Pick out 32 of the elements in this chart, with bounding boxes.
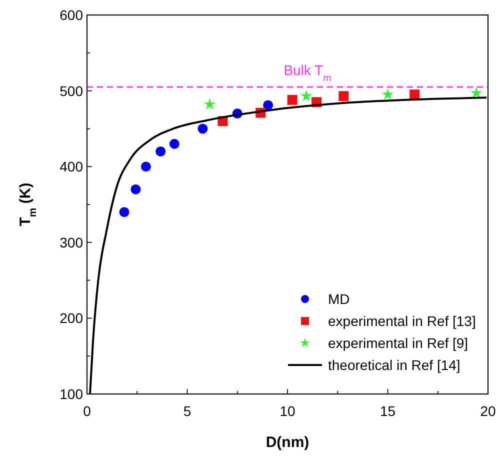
x-tick-label: 15 xyxy=(380,403,396,419)
x-tick-label: 10 xyxy=(280,403,296,419)
y-tick-label: 300 xyxy=(60,234,84,250)
y-tick-label: 400 xyxy=(60,158,84,175)
legend-label: MD xyxy=(328,291,350,307)
point xyxy=(338,91,349,102)
point xyxy=(119,207,130,218)
point xyxy=(169,138,180,149)
point xyxy=(382,88,394,100)
point xyxy=(140,162,151,172)
y-tick-label: 200 xyxy=(60,310,84,326)
legend-label: experimental in Ref [9] xyxy=(328,335,468,351)
y-tick-label: 500 xyxy=(60,82,84,99)
point xyxy=(204,98,216,110)
legend-label: experimental in Ref [13] xyxy=(328,313,476,329)
y-tick-label: 100 xyxy=(60,386,84,402)
point xyxy=(470,86,482,98)
point xyxy=(156,146,166,156)
x-tick-label: 20 xyxy=(480,403,496,419)
point xyxy=(263,100,274,110)
x-tick-label: 0 xyxy=(83,403,92,419)
point xyxy=(300,90,312,102)
ref-line-label: Bulk T$_{m}$ xyxy=(284,62,332,84)
point xyxy=(130,184,141,194)
point xyxy=(198,124,208,134)
point xyxy=(287,94,298,105)
legend-label: theoretical in Ref [14] xyxy=(328,357,460,373)
line-series xyxy=(89,96,488,394)
y-tick-label: 600 xyxy=(60,7,84,23)
x-tick-label: 5 xyxy=(183,403,192,419)
point xyxy=(410,90,420,100)
x-axis-title: D(nm) xyxy=(266,434,310,451)
